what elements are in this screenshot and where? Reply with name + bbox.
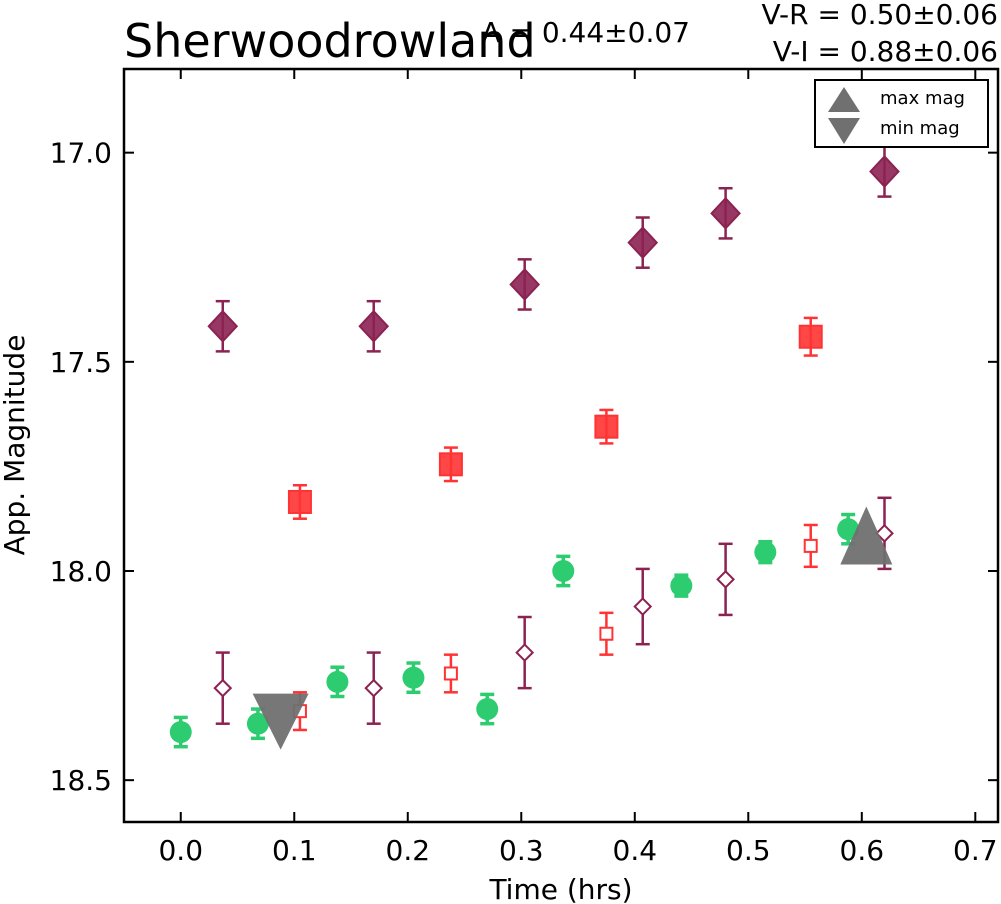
data-point-diamond-open	[213, 678, 233, 698]
v-i-annotation: V-I = 0.88±0.06	[773, 35, 998, 68]
x-tick-label: 0.0	[158, 834, 203, 867]
data-point-diamond-filled	[358, 309, 390, 343]
data-point-square-filled	[438, 452, 463, 477]
data-point-diamond-filled	[710, 196, 741, 230]
data-point-diamond-open	[364, 678, 384, 698]
data-point-circle	[754, 541, 777, 564]
axis-ticks: 0.0 0.1 0.2 0.3 0.4 0.5 0.6 0.7 17.0 17.5 18.0 18.5	[50, 69, 998, 867]
min-mag-marker	[252, 693, 309, 750]
x-tick-label: 0.2	[386, 834, 431, 867]
data-point-circle	[670, 574, 693, 597]
x-tick-label: 0.6	[840, 834, 885, 867]
data-point-square-filled	[594, 414, 619, 439]
y-axis-label: App. Magnitude	[0, 335, 31, 556]
data-point-diamond-filled	[207, 309, 239, 343]
x-tick-label: 0.7	[953, 834, 998, 867]
data-point-circle	[402, 666, 425, 689]
legend: max mag min mag	[814, 79, 989, 148]
data-point-square-open	[599, 626, 614, 641]
plot-area	[169, 145, 900, 750]
x-tick-label: 0.4	[613, 834, 658, 867]
y-tick-label: 17.0	[50, 137, 112, 170]
chart-title: Sherwoodrowland	[124, 14, 536, 68]
legend-max-mag-marker	[828, 87, 860, 112]
data-point-circle	[246, 712, 269, 735]
legend-min-mag-label: min mag	[880, 118, 960, 139]
amplitude-annotation: A = 0.44±0.07	[481, 16, 690, 49]
v-r-annotation: V-R = 0.50±0.06	[762, 0, 998, 31]
data-point-diamond-filled	[869, 155, 900, 188]
data-point-diamond-open	[633, 597, 653, 616]
data-point-diamond-open	[875, 523, 894, 543]
x-tick-label: 0.3	[499, 834, 544, 867]
legend-max-mag-label: max mag	[880, 88, 965, 109]
legend-min-mag-marker	[828, 118, 860, 144]
y-tick-label: 18.0	[50, 555, 112, 588]
data-point-diamond-open	[515, 643, 535, 662]
data-point-diamond-open	[716, 569, 735, 589]
max-mag-marker	[840, 506, 893, 565]
data-point-diamond-filled	[509, 267, 541, 301]
y-tick-label: 17.5	[50, 346, 112, 379]
x-tick-label: 0.1	[272, 834, 317, 867]
data-point-circle	[552, 560, 575, 582]
data-point-diamond-filled	[627, 226, 659, 260]
data-point-square-open	[803, 538, 818, 553]
data-point-square-filled	[287, 489, 312, 514]
data-point-square-open	[443, 666, 458, 681]
data-point-circle	[476, 698, 499, 721]
data-point-square-filled	[798, 324, 823, 349]
data-point-circle	[169, 721, 192, 744]
x-axis-label: Time (hrs)	[488, 873, 632, 904]
y-tick-label: 18.5	[50, 764, 112, 797]
data-point-circle	[326, 670, 349, 693]
x-tick-label: 0.5	[726, 834, 771, 867]
plot-frame	[122, 67, 1000, 824]
data-point-circle	[837, 518, 860, 541]
